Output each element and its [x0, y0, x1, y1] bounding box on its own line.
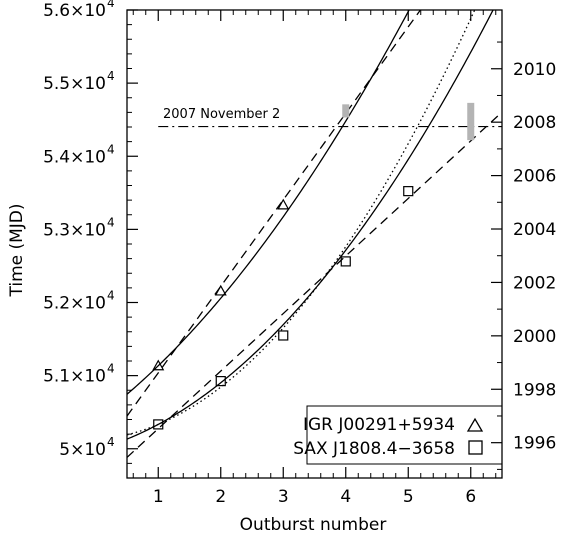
sax-point	[153, 419, 164, 430]
y-tick-exponent: 4	[107, 69, 115, 83]
y-tick-exponent: 4	[107, 142, 115, 156]
sax-point	[403, 186, 414, 197]
legend-label-igr: IGR J00291+5934	[303, 415, 455, 435]
data-markers	[152, 102, 475, 430]
y-tick-exponent: 4	[107, 435, 115, 449]
y-tick-exponent: 4	[107, 362, 115, 376]
x-tick-label: 1	[153, 487, 164, 507]
x-tick-label: 6	[465, 487, 476, 507]
y-tick-exponent: 4	[107, 289, 115, 303]
sax-point	[215, 376, 226, 387]
y-tick-label: 5.3×10	[43, 220, 106, 240]
legend-box	[306, 405, 503, 465]
legend: IGR J00291+5934 SAX J1808.4−3658	[293, 405, 503, 465]
igr-predicted-bar	[342, 104, 350, 118]
y-tick-label: 5.4×10	[43, 147, 106, 167]
y-tick-label: 5.5×10	[43, 74, 106, 94]
legend-triangle-marker	[466, 417, 484, 432]
right-tick-label: 1998	[513, 380, 556, 400]
right-tick-label: 2010	[513, 60, 556, 80]
right-tick-label: 1996	[513, 434, 556, 454]
y-tick-exponent: 4	[107, 0, 115, 10]
sax-quadratic-fit	[127, 10, 494, 440]
x-tick-label: 2	[215, 487, 226, 507]
plot-lines	[127, 10, 502, 458]
sax-linear-fit	[127, 111, 502, 458]
right-tick-label: 2002	[513, 273, 556, 293]
right-tick-label: 2000	[513, 327, 556, 347]
legend-square-marker	[468, 440, 483, 455]
igr-linear-fit	[127, 10, 422, 417]
sax-predicted-bar	[467, 102, 475, 141]
legend-label-sax: SAX J1808.4−3658	[293, 439, 455, 459]
y-tick-label: 5×10	[59, 440, 106, 460]
plot-frame	[126, 9, 503, 479]
x-tick-label: 4	[340, 487, 351, 507]
x-axis-label: Outburst number	[240, 515, 387, 535]
sax-point	[340, 256, 351, 267]
right-tick-label: 2004	[513, 220, 556, 240]
right-tick-label: 2008	[513, 113, 556, 133]
axes: 1 2 3 4 5 65×10 45.1×10 45.2×10 45.3×10 45.4×10 45…	[43, 0, 556, 507]
y-tick-exponent: 4	[107, 215, 115, 229]
igr-point	[152, 359, 165, 371]
igr-point	[214, 284, 227, 296]
sax-dotted-fit	[127, 10, 476, 436]
igr-point	[277, 198, 290, 210]
y-tick-label: 5.6×10	[43, 1, 106, 21]
y-axis-label: Time (MJD)	[7, 203, 27, 297]
x-tick-label: 3	[278, 487, 289, 507]
sax-point	[278, 330, 289, 341]
y-tick-label: 5.1×10	[43, 367, 106, 387]
x-tick-label: 5	[403, 487, 414, 507]
igr-quadratic-fit	[127, 10, 410, 395]
right-tick-label: 2006	[513, 167, 556, 187]
y-tick-label: 5.2×10	[43, 294, 106, 314]
annotation-label: 2007 November 2	[163, 107, 280, 122]
